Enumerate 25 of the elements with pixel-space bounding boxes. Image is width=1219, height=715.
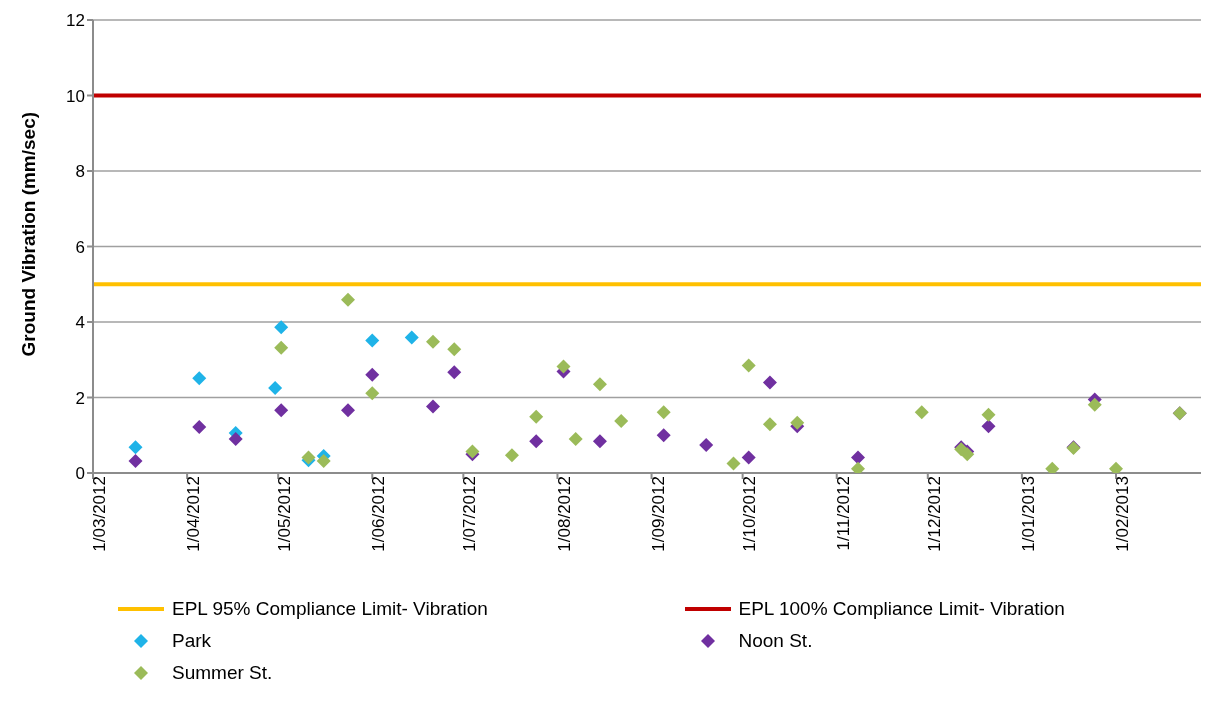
- legend-label: Park: [172, 630, 212, 652]
- x-tick-label: 1/09/2012: [648, 476, 668, 552]
- y-tick-label: 8: [75, 162, 85, 182]
- legend-label: EPL 95% Compliance Limit- Vibration: [172, 598, 488, 620]
- y-tick-label: 4: [75, 313, 85, 333]
- x-tick-label: 1/05/2012: [275, 476, 295, 552]
- x-tick-label: 1/08/2012: [554, 476, 574, 552]
- legend-label: EPL 100% Compliance Limit- Vibration: [738, 598, 1065, 620]
- y-tick-label: 10: [66, 86, 85, 106]
- x-tick-label: 1/07/2012: [460, 476, 480, 552]
- y-tick-label: 12: [66, 11, 85, 31]
- legend-label: Summer St.: [172, 662, 273, 684]
- legend-label: Noon St.: [738, 630, 813, 652]
- y-tick-label: 6: [75, 237, 85, 257]
- y-tick-label: 0: [75, 464, 85, 484]
- x-tick-label: 1/04/2012: [184, 476, 204, 552]
- x-tick-label: 1/11/2012: [833, 476, 853, 551]
- x-tick-label: 1/02/2013: [1113, 476, 1133, 552]
- y-tick-label: 2: [75, 388, 85, 408]
- x-tick-label: 1/10/2012: [739, 476, 759, 552]
- x-tick-label: 1/03/2012: [90, 476, 110, 552]
- y-axis-title: Ground Vibration (mm/sec): [17, 111, 39, 357]
- x-tick-label: 1/06/2012: [369, 476, 389, 552]
- x-tick-label: 1/01/2013: [1018, 476, 1038, 552]
- x-tick-label: 1/12/2012: [924, 476, 944, 552]
